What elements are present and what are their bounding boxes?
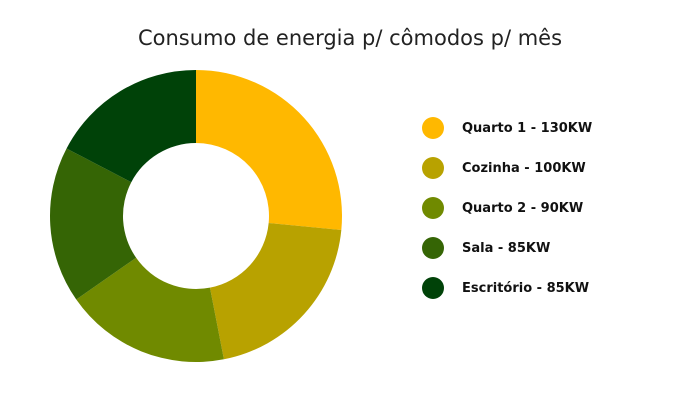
slice-quarto-1 (196, 70, 342, 231)
legend: Quarto 1 - 130KW Cozinha - 100KW Quarto … (422, 116, 682, 316)
slice-cozinha (209, 223, 342, 360)
legend-label-sala: Sala - 85KW (462, 240, 551, 256)
legend-item-sala: Sala - 85KW (422, 236, 682, 260)
legend-swatch-quarto-1 (422, 117, 444, 139)
slices (50, 69, 342, 363)
legend-item-quarto-1: Quarto 1 - 130KW (422, 116, 682, 140)
legend-item-escritorio: Escritório - 85KW (422, 276, 682, 300)
legend-swatch-escritorio (422, 277, 444, 299)
legend-label-quarto-2: Quarto 2 - 90KW (462, 200, 584, 216)
slice-quarto-2 (76, 257, 224, 363)
legend-label-escritorio: Escritório - 85KW (462, 280, 590, 296)
legend-label-cozinha: Cozinha - 100KW (462, 160, 586, 176)
legend-label-quarto-1: Quarto 1 - 130KW (462, 120, 593, 136)
legend-swatch-cozinha (422, 157, 444, 179)
slice-sala (50, 148, 137, 300)
legend-item-quarto-2: Quarto 2 - 90KW (422, 196, 682, 220)
chart-title: Consumo de energia p/ cômodos p/ mês (137, 26, 563, 50)
legend-swatch-quarto-2 (422, 197, 444, 219)
legend-swatch-sala (422, 237, 444, 259)
legend-item-cozinha: Cozinha - 100KW (422, 156, 682, 180)
slice-escritorio (66, 69, 196, 183)
